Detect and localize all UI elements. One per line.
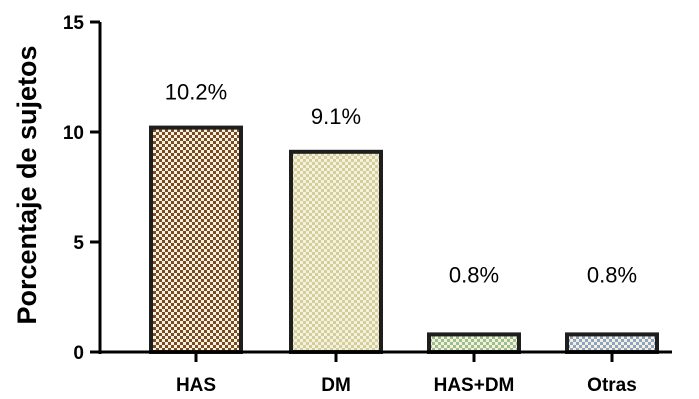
bar-has-dm [427,332,521,354]
bar-dm [289,149,383,354]
data-label: 9.1% [311,104,361,129]
data-label: 10.2% [165,80,227,105]
labels-group: 0 5 10 15 HAS 10.2% DM 9.1% HAS+DM 0.8% Otras 0.8% [63,13,637,396]
y-tick-label: 10 [63,123,84,144]
bar-otras [565,332,659,354]
bars-group [149,125,659,354]
data-label: 0.8% [587,262,637,287]
x-tick-label: DM [321,375,351,396]
y-axis-label-group: Porcentaje de sujetos [12,45,42,324]
bar-has [149,125,243,354]
y-tick-label: 0 [73,343,84,364]
y-tick-label: 5 [73,233,84,254]
x-tick-label: HAS+DM [434,375,515,396]
y-tick-label: 15 [63,13,85,34]
data-label: 0.8% [449,262,499,287]
y-axis-label: Porcentaje de sujetos [12,45,42,324]
x-tick-label: Otras [587,375,637,396]
axes-group [90,20,672,362]
x-tick-label: HAS [176,375,216,396]
